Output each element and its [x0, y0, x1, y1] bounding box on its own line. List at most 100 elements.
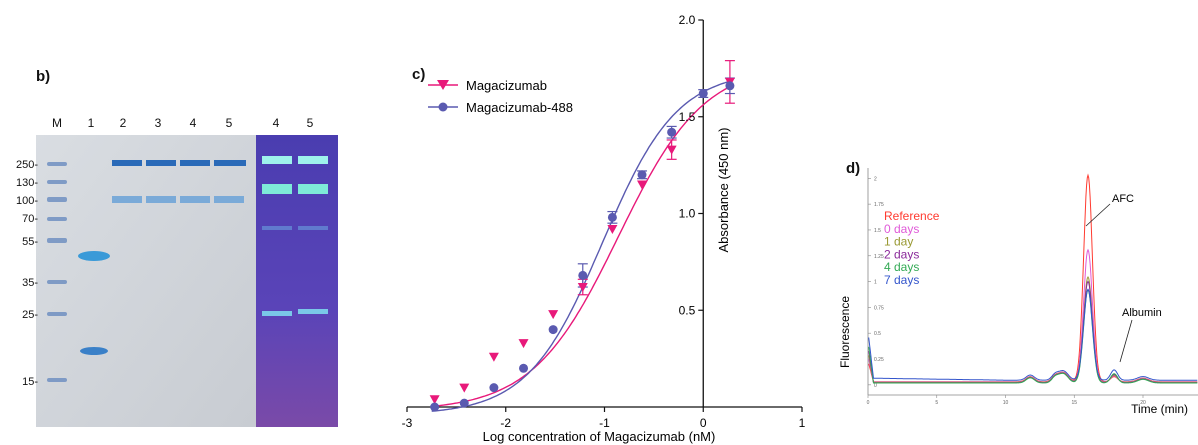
y-tick-label: 0 — [874, 383, 877, 389]
x-tick-label: 15 — [1071, 400, 1077, 406]
x-tick-label: -1 — [599, 416, 610, 430]
chart-d-traces — [868, 173, 1198, 384]
chart-c-xlabel: Log concentration of Magacizumab (nM) — [483, 429, 716, 444]
data-point — [519, 363, 529, 373]
chart-c: -3 -2 -1 0 1 0.5 1.0 1.5 2.0 Log concentration o… — [402, 13, 806, 444]
chart-c-legend: Magacizumab Magacizumab-488 — [428, 78, 573, 115]
lane-label: M — [52, 116, 62, 130]
legend-label: 4 days — [884, 260, 919, 274]
trace-line — [868, 275, 1198, 383]
y-tick-label: 1.75 — [874, 202, 884, 208]
chart-c-axes — [406, 19, 803, 412]
data-point — [429, 395, 440, 405]
fit-curve — [431, 80, 733, 412]
chart-d-ylabel: Fluorescence — [838, 296, 852, 368]
y-tick-label: 0.5 — [874, 331, 881, 337]
gel-image: M 1 2 3 4 5 4 5 250- 130- 100- 70- 55- 3… — [16, 116, 338, 427]
lane-label: 4 — [273, 116, 280, 130]
data-point — [725, 81, 735, 91]
data-point — [459, 398, 469, 408]
legend-label: 0 days — [884, 222, 919, 236]
lanes-2-5-bands — [112, 160, 246, 203]
y-tick-label: 0.25 — [874, 357, 884, 363]
y-tick-label: 1 — [874, 280, 877, 286]
panel-b-label: b) — [36, 68, 51, 85]
marker-label: 250- — [16, 159, 38, 171]
marker-label: 130- — [16, 177, 38, 189]
data-point — [637, 180, 648, 190]
lane-label: 1 — [88, 116, 95, 130]
chart-d-xlabel: Time (min) — [1131, 402, 1188, 416]
legend-label: Magacizumab-488 — [466, 100, 573, 115]
trace-line — [868, 280, 1198, 384]
y-tick-label: 1.5 — [679, 110, 696, 124]
y-tick-label: 2 — [874, 176, 877, 182]
chart-c-ylabel: Absorbance (450 nm) — [716, 127, 731, 252]
marker-label: 15- — [22, 376, 38, 388]
data-point — [518, 339, 529, 349]
x-tick-label: 5 — [935, 400, 938, 406]
chart-c-tick-labels: -3 -2 -1 0 1 0.5 1.0 1.5 2.0 — [402, 13, 806, 430]
legend-label: Reference — [884, 209, 940, 223]
x-tick-label: 10 — [1003, 400, 1009, 406]
x-tick-label: 1 — [799, 416, 806, 430]
y-tick-label: 1.5 — [874, 228, 881, 234]
annotation-albumin-arrow — [1119, 319, 1133, 363]
chart-c-error-bars — [577, 60, 735, 296]
legend-label: 7 days — [884, 273, 919, 287]
legend-label: Magacizumab — [466, 78, 547, 93]
data-point — [430, 402, 440, 412]
x-tick-label: 0 — [700, 416, 707, 430]
trace-line — [868, 288, 1198, 381]
marker-label: 25- — [22, 309, 38, 321]
x-tick-label: -3 — [402, 416, 413, 430]
chart-c-points — [429, 77, 735, 412]
data-point — [489, 383, 499, 393]
y-tick-label: 2.0 — [679, 13, 696, 27]
legend-triangle-icon — [437, 80, 449, 90]
data-point — [548, 310, 559, 320]
trace-line — [868, 289, 1198, 384]
legend-label: 1 day — [884, 235, 913, 249]
annotation-afc-arrow — [1085, 203, 1111, 227]
marker-label: 70- — [22, 213, 38, 225]
chart-c-curves — [431, 80, 733, 412]
marker-label: 55- — [22, 236, 38, 248]
marker-label: 100- — [16, 195, 38, 207]
annotation-afc: AFC — [1112, 193, 1134, 205]
marker-label: 35- — [22, 277, 38, 289]
y-tick-label: 1.0 — [679, 207, 696, 221]
lane-1-heavy-band — [78, 251, 110, 261]
data-point — [607, 212, 617, 222]
data-point — [459, 383, 470, 393]
data-point — [607, 224, 618, 234]
gel-background — [36, 135, 256, 427]
fit-curve — [431, 84, 733, 408]
x-tick-label: 0 — [867, 400, 870, 406]
panel-c-label: c) — [412, 66, 426, 83]
legend-circle-icon — [438, 102, 448, 112]
data-point — [548, 325, 558, 335]
legend-label: 2 days — [884, 247, 919, 261]
data-point — [667, 127, 677, 137]
uv-lane-bands — [262, 156, 328, 316]
data-point — [577, 283, 588, 293]
lane-label: 5 — [307, 116, 314, 130]
lane-label: 4 — [190, 116, 197, 130]
data-point — [637, 170, 647, 180]
lane-label: 2 — [120, 116, 127, 130]
lane-label: 3 — [155, 116, 162, 130]
y-tick-label: 0.75 — [874, 305, 884, 311]
y-tick-label: 1.25 — [874, 254, 884, 260]
data-point — [698, 89, 708, 99]
data-point — [488, 352, 499, 362]
uv-gel-background — [256, 135, 338, 427]
annotation-albumin: Albumin — [1122, 307, 1162, 319]
marker-ladder — [47, 162, 67, 382]
data-point — [666, 145, 677, 155]
data-point — [578, 270, 588, 280]
y-tick-label: 0.5 — [679, 303, 696, 317]
lane-1-light-band — [80, 347, 108, 355]
